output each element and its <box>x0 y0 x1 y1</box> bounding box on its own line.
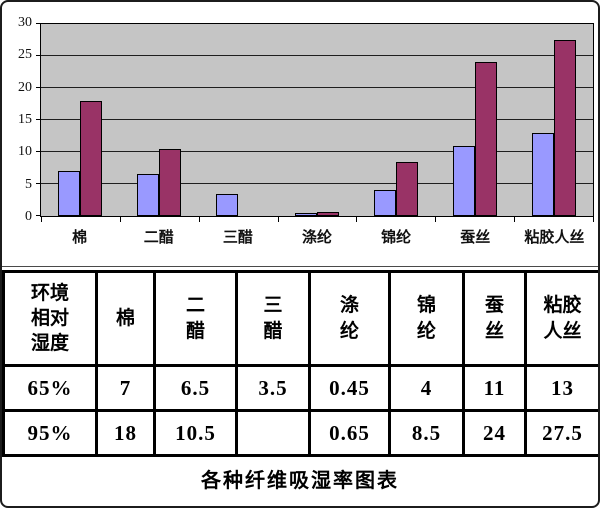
bar-95%-蚕丝 <box>474 62 497 216</box>
bar-95%-粘胶人丝 <box>553 40 576 216</box>
cell: 8.5 <box>388 409 465 457</box>
x-label-二醋: 二醋 <box>143 230 174 246</box>
x-tick <box>356 216 358 222</box>
cell: 24 <box>462 409 527 457</box>
y-axis-label: 30 <box>18 15 32 30</box>
x-label-锦纶: 锦纶 <box>381 230 412 246</box>
bar-65%-涤纶 <box>295 213 317 216</box>
bar-groups <box>41 24 593 216</box>
bar-group-粘胶人丝 <box>514 24 593 216</box>
cell <box>235 409 311 457</box>
cell: 4 <box>388 364 465 412</box>
table-row-65: 65% 7 6.5 3.5 0.45 4 11 13 <box>2 364 598 412</box>
bar-65%-粘胶人丝 <box>531 132 554 216</box>
header-cell-cotton: 棉 <box>95 270 156 367</box>
y-axis-label: 10 <box>18 144 32 160</box>
bar-group-二醋 <box>120 24 199 216</box>
table-row-95: 95% 18 10.5 0.65 8.5 24 27.5 <box>2 409 598 457</box>
gridline <box>41 183 593 184</box>
x-tick <box>41 216 42 222</box>
cell: 7 <box>95 364 156 412</box>
bar-65%-蚕丝 <box>452 145 475 216</box>
bar-group-涤纶 <box>278 24 357 216</box>
plot-area <box>36 23 594 222</box>
y-tick <box>36 87 41 88</box>
bar-95%-涤纶 <box>317 211 339 216</box>
bar-95%-锦纶 <box>395 161 418 216</box>
header-cell-viscose: 粘胶 人丝 <box>524 270 598 367</box>
x-tick <box>277 216 279 222</box>
bar-65%-锦纶 <box>373 190 396 216</box>
x-label-粘胶人丝: 粘胶人丝 <box>524 230 585 246</box>
y-axis-label: 25 <box>18 47 32 63</box>
x-label-棉: 棉 <box>72 230 88 246</box>
x-axis-labels: 棉 二醋 三醋 涤纶 锦纶 蚕丝 粘胶人丝 <box>40 226 594 247</box>
gridline <box>41 151 593 152</box>
cell: 11 <box>462 364 527 412</box>
cell: 3.5 <box>235 364 311 412</box>
bar-group-蚕丝 <box>435 24 514 216</box>
y-tick <box>36 151 41 152</box>
cell: 6.5 <box>153 364 238 412</box>
bar-95%-棉 <box>80 100 103 216</box>
y-tick <box>36 23 41 24</box>
x-label-三醋: 三醋 <box>222 230 253 246</box>
y-tick <box>36 215 41 216</box>
y-axis: 0 5 10 15 20 25 30 <box>2 16 36 224</box>
x-label-涤纶: 涤纶 <box>301 230 332 246</box>
y-axis-label: 0 <box>25 209 32 224</box>
y-tick <box>36 183 41 184</box>
bar-65%-棉 <box>58 171 81 216</box>
x-tick <box>593 216 594 222</box>
gridline <box>41 87 593 88</box>
cell: 0.45 <box>308 364 391 412</box>
bar-65%-二醋 <box>137 174 160 216</box>
x-tick <box>514 216 516 222</box>
y-tick <box>36 55 41 56</box>
y-tick <box>36 119 41 120</box>
x-tick <box>119 216 121 222</box>
cell: 10.5 <box>153 409 238 457</box>
y-axis-label: 20 <box>18 79 32 95</box>
y-axis-label: 15 <box>18 112 32 127</box>
cell: 18 <box>95 409 156 457</box>
gridline <box>41 55 593 56</box>
x-label-蚕丝: 蚕丝 <box>460 230 491 246</box>
gridline <box>41 119 593 120</box>
header-cell-nylon: 锦 纶 <box>388 270 465 367</box>
bar-group-棉 <box>41 24 120 216</box>
cell: 95% <box>2 409 98 457</box>
header-cell-diacetate: 二 醋 <box>153 270 238 367</box>
header-cell-silk: 蚕 丝 <box>462 270 527 367</box>
x-tick <box>435 216 437 222</box>
data-table: 环境 相对 湿度 棉 二 醋 三 醋 涤 纶 锦 纶 蚕 丝 粘胶 人丝 65%… <box>2 270 598 457</box>
header-cell-triacetate: 三 醋 <box>235 270 311 367</box>
bar-group-三醋 <box>199 24 278 216</box>
chart-caption: 各种纤维吸湿率图表 <box>201 470 399 492</box>
cell: 0.65 <box>308 409 391 457</box>
bar-65%-三醋 <box>216 193 239 216</box>
fiber-moisture-bar-chart: 0 5 10 15 20 25 30 棉 二醋 三醋 涤纶 锦纶 蚕丝 粘胶人丝 <box>2 2 598 267</box>
cell: 27.5 <box>524 409 598 457</box>
y-axis-label: 5 <box>25 176 32 192</box>
table-header-row: 环境 相对 湿度 棉 二 醋 三 醋 涤 纶 锦 纶 蚕 丝 粘胶 人丝 <box>2 270 598 367</box>
cell: 65% <box>2 364 98 412</box>
bar-group-锦纶 <box>356 24 435 216</box>
bar-95%-二醋 <box>159 148 182 216</box>
cell: 13 <box>524 364 598 412</box>
x-tick <box>198 216 200 222</box>
header-cell-polyester: 涤 纶 <box>308 270 391 367</box>
header-cell-humidity: 环境 相对 湿度 <box>2 270 98 367</box>
